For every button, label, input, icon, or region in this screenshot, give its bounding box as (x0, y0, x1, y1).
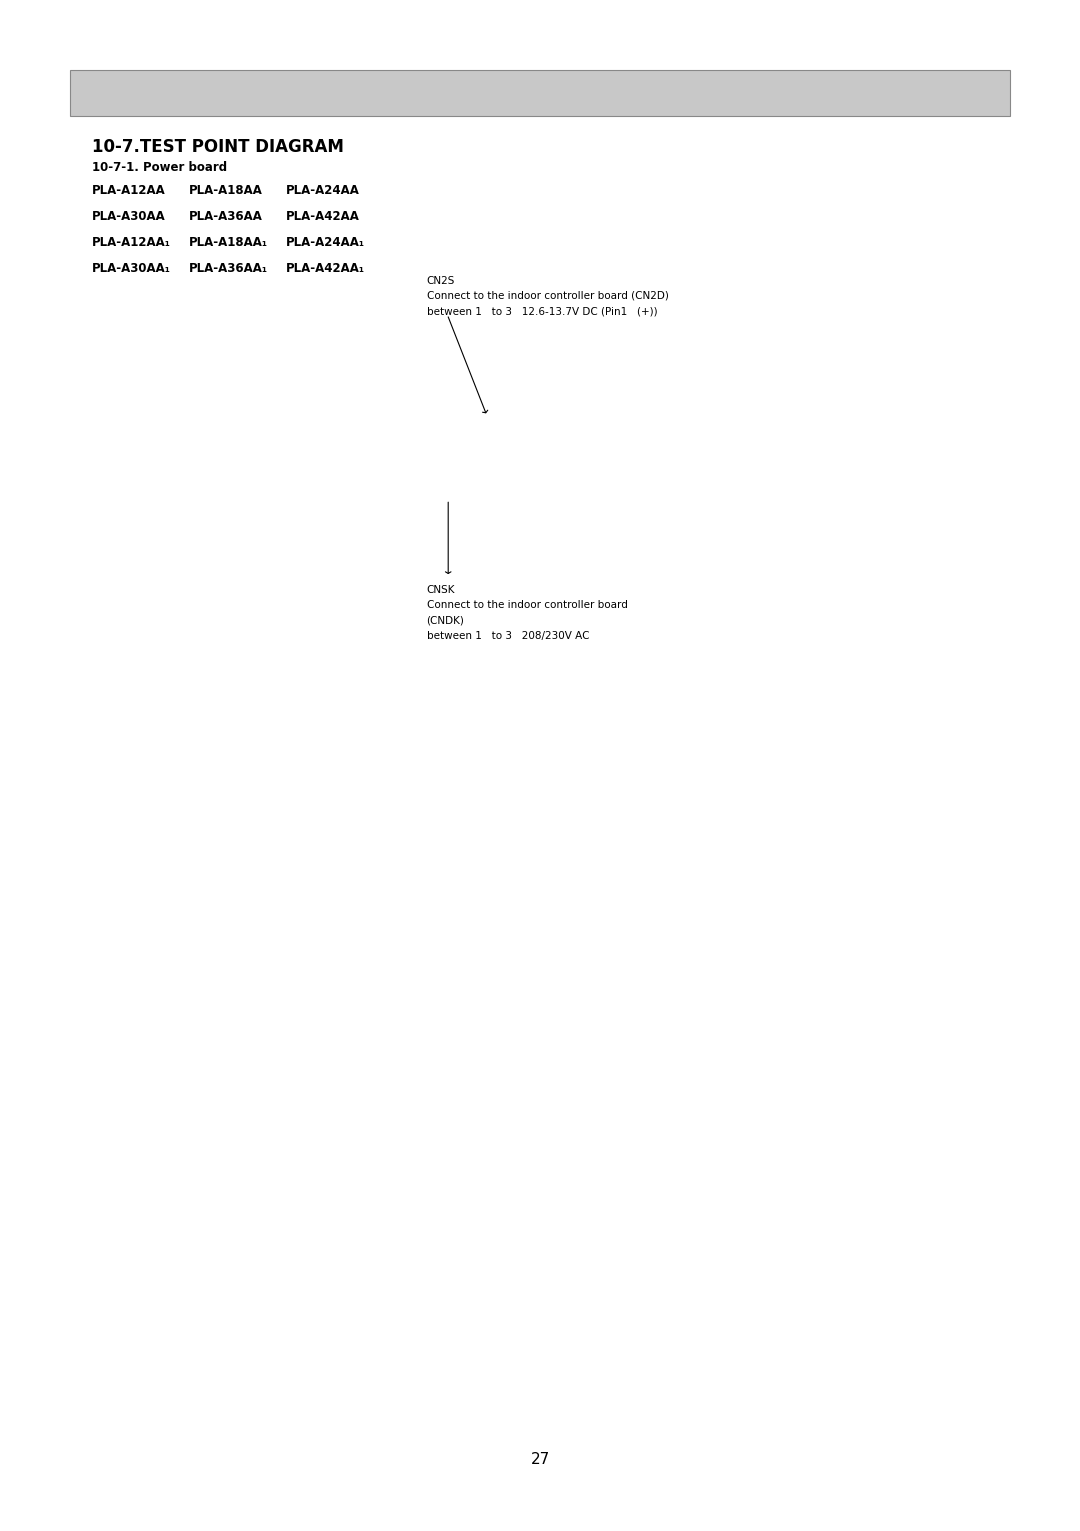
Text: between 1   to 3   208/230V AC: between 1 to 3 208/230V AC (427, 631, 589, 641)
Text: Connect to the indoor controller board: Connect to the indoor controller board (427, 600, 627, 611)
Text: Connect to the indoor controller board (CN2D): Connect to the indoor controller board (… (427, 291, 669, 302)
Text: PLA-A12AA₁: PLA-A12AA₁ (92, 236, 171, 248)
Text: PLA-A18AA: PLA-A18AA (189, 184, 262, 196)
Text: PLA-A18AA₁: PLA-A18AA₁ (189, 236, 268, 248)
Text: PLA-A36AA: PLA-A36AA (189, 210, 262, 222)
Text: PLA-A30AA₁: PLA-A30AA₁ (92, 262, 171, 274)
Bar (70, 70, 1010, 116)
Text: PLA-A24AA: PLA-A24AA (286, 184, 360, 196)
Text: PLA-A42AA₁: PLA-A42AA₁ (286, 262, 365, 274)
Text: between 1   to 3   12.6-13.7V DC (Pin1   (+)): between 1 to 3 12.6-13.7V DC (Pin1 (+)) (427, 306, 658, 317)
Text: 10-7-1. Power board: 10-7-1. Power board (92, 161, 227, 173)
Text: 10-7.TEST POINT DIAGRAM: 10-7.TEST POINT DIAGRAM (92, 138, 343, 156)
Text: CNSK: CNSK (427, 585, 455, 596)
Text: PLA-A24AA₁: PLA-A24AA₁ (286, 236, 365, 248)
Text: PLA-A30AA: PLA-A30AA (92, 210, 165, 222)
Text: 27: 27 (530, 1451, 550, 1467)
Text: (CNDK): (CNDK) (427, 615, 464, 626)
Text: PLA-A42AA: PLA-A42AA (286, 210, 360, 222)
Text: PLA-A36AA₁: PLA-A36AA₁ (189, 262, 268, 274)
Text: PLA-A12AA: PLA-A12AA (92, 184, 165, 196)
Text: CN2S: CN2S (427, 276, 455, 286)
